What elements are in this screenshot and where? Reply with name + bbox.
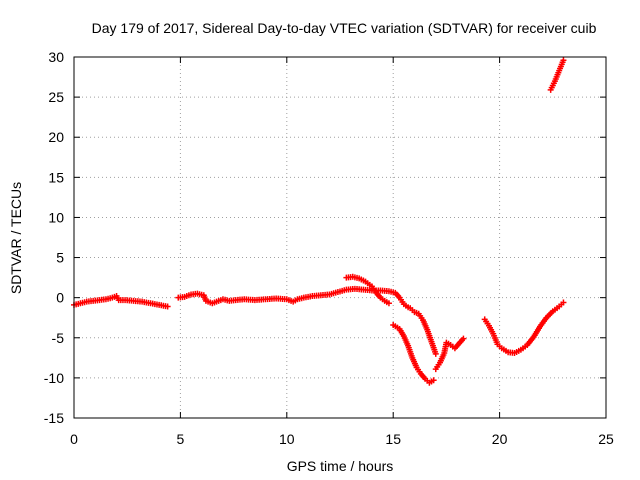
x-tick-label: 10 [279,431,295,447]
data-point [164,303,171,310]
data-point [460,335,467,342]
data-points [71,57,567,386]
grid-lines [74,57,606,418]
y-tick-label: -5 [52,330,65,346]
data-point [430,377,437,384]
x-tick-label: 5 [177,431,185,447]
y-tick-label: 10 [48,209,64,225]
y-tick-label: 25 [48,89,64,105]
data-point [560,299,567,306]
chart-title: Day 179 of 2017, Sidereal Day-to-day VTE… [92,20,597,36]
x-axis-label: GPS time / hours [287,458,394,474]
x-tick-label: 15 [385,431,401,447]
y-tick-label: -15 [44,410,64,426]
y-axis-label: SDTVAR / TECUs [8,182,24,294]
y-tick-label: 30 [48,49,64,65]
data-point [560,57,567,64]
y-tick-label: 0 [56,290,64,306]
y-tick-label: 15 [48,169,64,185]
data-point [432,350,439,357]
x-tick-label: 20 [492,431,508,447]
y-tick-label: -10 [44,370,64,386]
x-tick-label: 0 [70,431,78,447]
data-point [385,300,392,307]
y-tick-label: 20 [48,129,64,145]
x-tick-label: 25 [598,431,614,447]
y-tick-label: 5 [56,250,64,266]
plot-frame [73,56,607,419]
